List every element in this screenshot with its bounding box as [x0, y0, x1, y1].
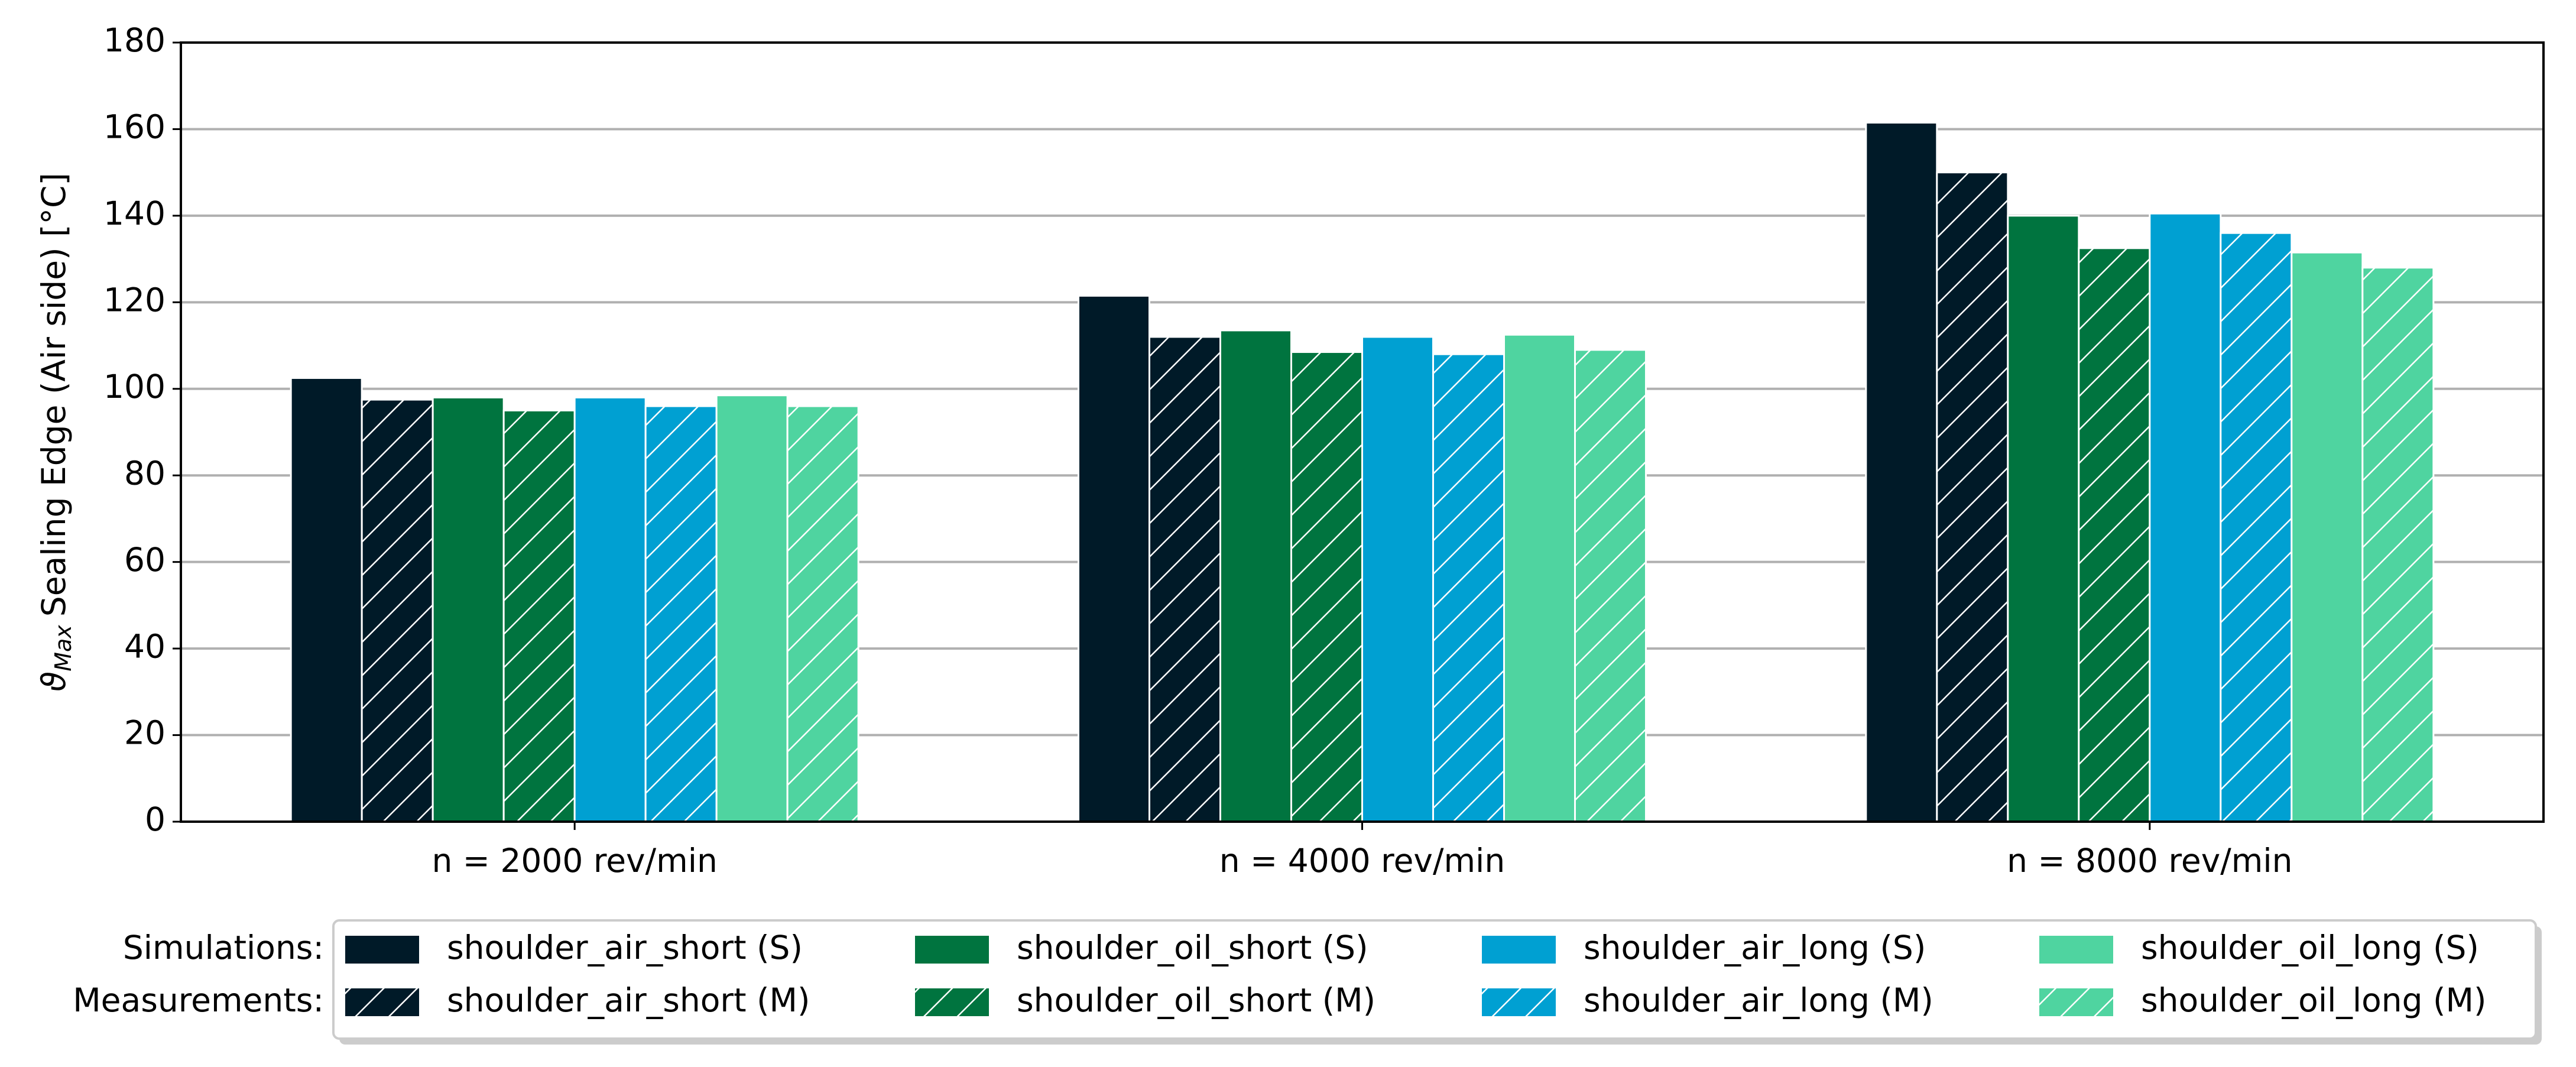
legend-swatch — [1482, 936, 1556, 964]
legend-swatch — [915, 988, 989, 1016]
legend-swatch — [915, 936, 989, 964]
y-tick-label: 180 — [103, 21, 166, 59]
legend-label: shoulder_air_short (S) — [447, 929, 803, 967]
legend-swatch — [345, 988, 419, 1016]
legend-label: shoulder_oil_long (M) — [2141, 981, 2486, 1019]
bar — [2361, 267, 2435, 823]
x-tick-label: n = 8000 rev/min — [2007, 842, 2292, 880]
y-tick-label: 160 — [103, 108, 166, 146]
bar — [2220, 232, 2293, 823]
y-tick-label: 80 — [124, 454, 166, 492]
bar — [786, 405, 859, 823]
bar — [2007, 215, 2080, 823]
bar — [1503, 333, 1576, 823]
bar — [2149, 212, 2222, 823]
legend-row-label: Simulations: — [123, 929, 324, 967]
bar — [290, 377, 363, 823]
bar — [1574, 349, 1647, 823]
bar — [1865, 121, 1938, 823]
bar — [715, 394, 789, 823]
plot-frame — [180, 41, 2545, 823]
legend-swatch — [345, 936, 419, 964]
legend-label: shoulder_air_long (S) — [1584, 929, 1926, 967]
y-tick-label: 100 — [103, 368, 166, 406]
legend-box — [332, 919, 2537, 1040]
legend-label: shoulder_air_long (M) — [1584, 981, 1933, 1019]
bar — [1219, 329, 1292, 823]
legend-label: shoulder_air_short (M) — [447, 981, 810, 1019]
bar — [1936, 171, 2009, 823]
bar — [2291, 251, 2364, 823]
legend-label: shoulder_oil_long (S) — [2141, 929, 2479, 967]
bar — [361, 398, 434, 823]
bar — [1432, 353, 1505, 823]
legend-swatch — [2039, 936, 2113, 964]
legend-swatch — [2039, 988, 2113, 1016]
x-tick-label: n = 2000 rev/min — [432, 842, 717, 880]
legend-label: shoulder_oil_short (S) — [1017, 929, 1368, 967]
y-tick-label: 120 — [103, 281, 166, 319]
x-tick-label: n = 4000 rev/min — [1219, 842, 1505, 880]
bar — [432, 396, 505, 823]
bar — [1290, 351, 1363, 823]
bar — [1078, 294, 1150, 823]
y-tick-label: 20 — [124, 714, 166, 752]
legend-row-label: Measurements: — [73, 981, 324, 1019]
bar — [502, 409, 576, 823]
bar — [573, 396, 647, 823]
legend-label: shoulder_oil_short (M) — [1017, 981, 1375, 1019]
y-tick-label: 60 — [124, 541, 166, 579]
y-tick-label: 0 — [145, 800, 166, 838]
bar — [2078, 247, 2151, 823]
legend-swatch — [1482, 988, 1556, 1016]
y-tick-label: 40 — [124, 627, 166, 665]
y-tick-label: 140 — [103, 194, 166, 232]
bar — [1149, 336, 1221, 823]
y-axis-label: ϑMaxSealing Edge (Air side) [°C] — [35, 173, 76, 692]
bar — [1361, 336, 1434, 823]
bar — [644, 405, 718, 823]
